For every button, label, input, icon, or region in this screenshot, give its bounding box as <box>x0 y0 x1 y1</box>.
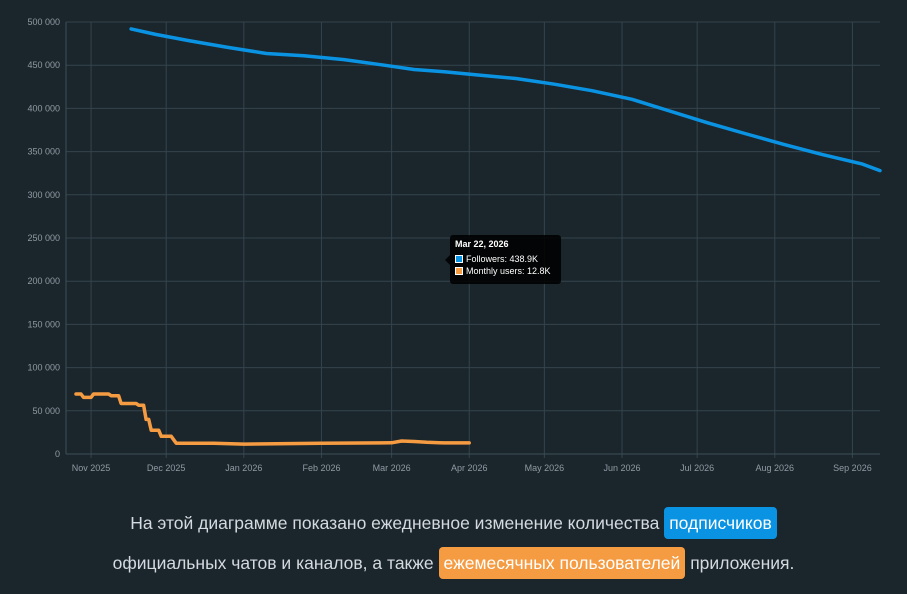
series-lines <box>74 27 882 446</box>
caption-text-1: На этой диаграмме показано ежедневное из… <box>130 513 660 533</box>
tooltip-title: Mar 22, 2026 <box>455 239 509 249</box>
x-tick-label: Jul 2026 <box>680 463 714 473</box>
tooltip-row-followers: Followers: 438.9K <box>455 254 556 264</box>
caption-text-3: приложения. <box>690 553 795 573</box>
y-tick-label: 400 000 <box>27 103 60 113</box>
y-tick-label: 200 000 <box>27 276 60 286</box>
followers-highlight[interactable]: подписчиков <box>664 507 777 539</box>
caption: На этой диаграмме показано ежедневное из… <box>0 503 907 583</box>
y-axis: 0 50 000 100 000 150 000 200 000 250 000 300 0… <box>27 17 60 459</box>
caption-text-2: официальных чатов и каналов, а также <box>112 553 434 573</box>
y-tick-label: 300 000 <box>27 190 60 200</box>
tooltip: Mar 22, 2026 Followers: 438.9K Monthly u… <box>445 235 561 284</box>
x-tick-label: Feb 2026 <box>302 463 340 473</box>
caption-line-1: На этой диаграмме показано ежедневное из… <box>0 503 907 543</box>
followers-swatch <box>455 255 463 263</box>
y-tick-label: 0 <box>55 449 60 459</box>
y-tick-label: 100 000 <box>27 363 60 373</box>
y-tick-label: 350 000 <box>27 147 60 157</box>
x-tick-label: Sep 2026 <box>833 463 872 473</box>
tooltip-monthly-users-label: Monthly users: 12.8K <box>466 266 551 276</box>
x-tick-label: Jan 2026 <box>225 463 262 473</box>
y-tick-label: 250 000 <box>27 233 60 243</box>
caption-line-2: официальных чатов и каналов, а также еже… <box>0 543 907 583</box>
x-tick-label: Dec 2025 <box>147 463 186 473</box>
x-axis: Nov 2025 Dec 2025 Jan 2026 Feb 2026 Mar 2026… <box>72 463 872 473</box>
y-tick-label: 150 000 <box>27 319 60 329</box>
monthly-users-swatch <box>455 267 463 275</box>
chart: 0 50 000 100 000 150 000 200 000 250 000 300 0… <box>27 17 882 473</box>
x-tick-label: Jun 2026 <box>604 463 641 473</box>
tooltip-row-monthly-users: Monthly users: 12.8K <box>455 266 556 276</box>
monthly-users-highlight[interactable]: ежемесячных пользователей <box>438 547 686 579</box>
x-tick-label: Mar 2026 <box>373 463 411 473</box>
y-tick-label: 50 000 <box>32 406 60 416</box>
x-tick-label: Nov 2025 <box>72 463 111 473</box>
series-line-monthly-users[interactable] <box>74 392 471 446</box>
y-tick-label: 450 000 <box>27 60 60 70</box>
tooltip-caret <box>445 255 450 265</box>
x-tick-label: May 2026 <box>525 463 565 473</box>
tooltip-followers-label: Followers: 438.9K <box>466 254 539 264</box>
x-tick-label: Apr 2026 <box>451 463 488 473</box>
series-line-followers[interactable] <box>129 27 882 173</box>
x-tick-label: Aug 2026 <box>756 463 795 473</box>
y-tick-label: 500 000 <box>27 17 60 27</box>
